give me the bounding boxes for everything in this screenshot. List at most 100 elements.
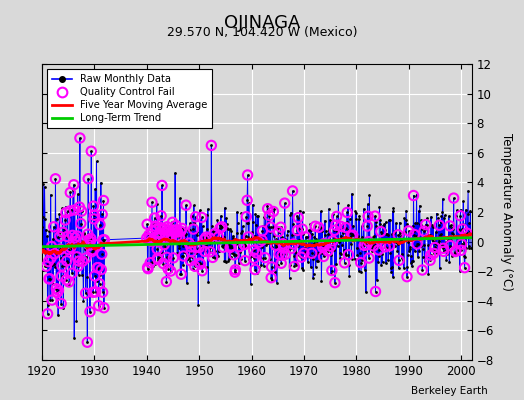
Point [298, 226, 307, 232]
Point [58, 263, 66, 269]
Point [168, 219, 177, 226]
Point [148, 199, 156, 206]
Point [54, 287, 63, 294]
Point [155, 238, 163, 245]
Point [249, 247, 258, 254]
Point [154, 255, 162, 261]
Point [242, 214, 250, 220]
Point [210, 231, 219, 237]
Point [147, 238, 155, 244]
Point [343, 209, 351, 216]
Point [426, 257, 434, 264]
Point [450, 195, 458, 201]
Point [320, 243, 329, 250]
Point [100, 237, 108, 243]
Point [82, 255, 90, 261]
Point [191, 263, 199, 270]
Point [44, 258, 52, 265]
Point [99, 289, 107, 296]
Point [61, 217, 69, 223]
Point [275, 251, 283, 258]
Point [144, 266, 152, 272]
Point [90, 216, 98, 222]
Point [231, 266, 239, 273]
Point [196, 261, 205, 267]
Point [62, 210, 70, 216]
Point [289, 241, 298, 247]
Point [280, 200, 289, 206]
Point [150, 215, 159, 221]
Point [66, 189, 74, 196]
Point [63, 233, 71, 240]
Point [158, 226, 167, 233]
Point [308, 250, 316, 256]
Point [99, 237, 107, 243]
Point [445, 223, 454, 229]
Point [457, 241, 466, 247]
Point [73, 233, 81, 239]
Point [46, 276, 54, 282]
Point [288, 188, 297, 194]
Point [403, 274, 411, 280]
Point [66, 208, 74, 214]
Point [410, 231, 419, 238]
Point [165, 233, 173, 239]
Y-axis label: Temperature Anomaly (°C): Temperature Anomaly (°C) [500, 133, 514, 291]
Point [364, 213, 372, 220]
Point [167, 268, 175, 274]
Point [332, 222, 340, 228]
Point [145, 232, 153, 238]
Point [48, 297, 56, 303]
Point [360, 242, 368, 248]
Point [78, 258, 86, 264]
Point [65, 279, 73, 285]
Point [241, 241, 249, 248]
Point [297, 254, 305, 260]
Point [413, 241, 421, 247]
Point [143, 221, 151, 228]
Point [269, 208, 278, 215]
Point [167, 236, 176, 242]
Legend: Raw Monthly Data, Quality Control Fail, Five Year Moving Average, Long-Term Tren: Raw Monthly Data, Quality Control Fail, … [47, 69, 212, 128]
Point [172, 227, 181, 234]
Point [205, 235, 214, 241]
Point [156, 224, 165, 231]
Point [143, 235, 151, 241]
Point [90, 212, 99, 218]
Point [207, 142, 215, 148]
Point [187, 244, 195, 250]
Point [155, 231, 163, 237]
Point [395, 257, 403, 264]
Point [427, 252, 435, 258]
Point [363, 242, 371, 248]
Point [252, 250, 260, 256]
Point [71, 234, 79, 241]
Point [59, 229, 67, 236]
Point [179, 253, 188, 259]
Point [86, 238, 94, 244]
Point [348, 232, 357, 238]
Point [91, 273, 99, 279]
Point [159, 225, 168, 232]
Point [154, 256, 162, 263]
Point [195, 260, 204, 266]
Text: OJINAGA: OJINAGA [224, 14, 300, 32]
Point [311, 223, 320, 230]
Point [457, 247, 465, 254]
Point [418, 267, 427, 273]
Point [162, 278, 170, 285]
Point [202, 234, 210, 240]
Point [97, 251, 106, 257]
Point [347, 233, 355, 239]
Point [57, 300, 66, 307]
Point [279, 240, 287, 247]
Point [175, 234, 183, 241]
Point [226, 244, 234, 251]
Point [198, 268, 206, 274]
Point [62, 277, 71, 283]
Point [52, 286, 60, 292]
Point [157, 212, 165, 219]
Point [331, 280, 339, 286]
Point [86, 235, 95, 242]
Point [74, 263, 82, 269]
